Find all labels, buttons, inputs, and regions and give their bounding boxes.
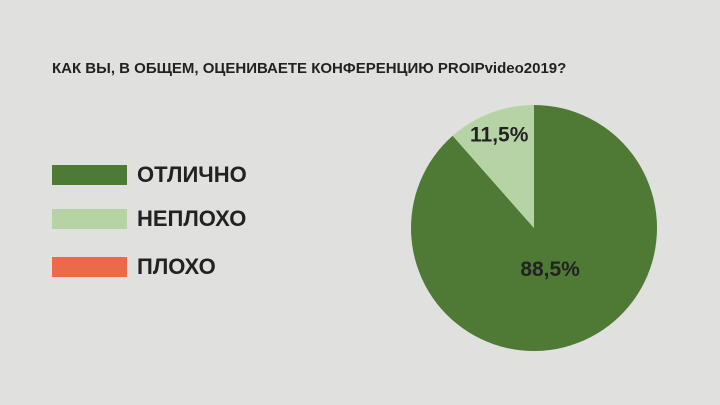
pie-slice <box>452 105 534 228</box>
legend-label: ПЛОХО <box>137 254 216 279</box>
value-label: 11,5% <box>470 123 529 146</box>
chart-title: КАК ВЫ, В ОБЩЕМ, ОЦЕНИВАЕТЕ КОНФЕРЕНЦИЮ … <box>52 60 566 77</box>
legend-swatch <box>52 165 127 185</box>
legend-label: ОТЛИЧНО <box>137 162 247 187</box>
value-label: 88,5% <box>520 258 580 281</box>
legend-swatch <box>52 257 127 277</box>
legend-label: НЕПЛОХО <box>137 206 246 231</box>
legend-swatch <box>52 209 127 229</box>
